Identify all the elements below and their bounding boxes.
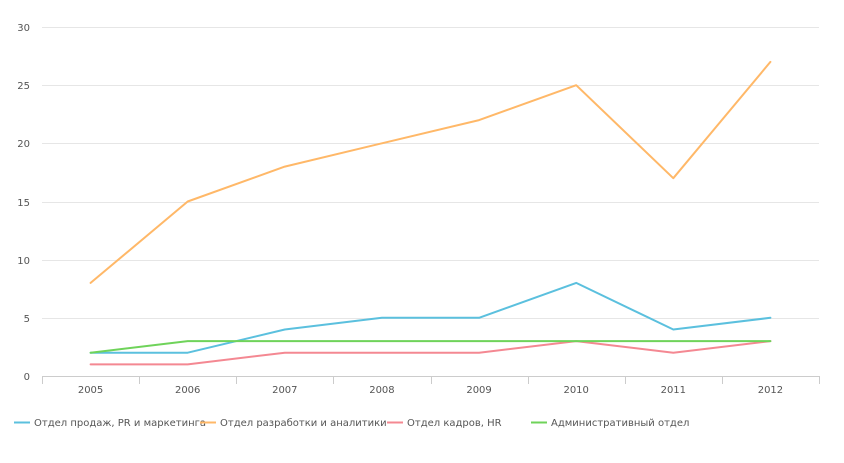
series-line (89, 281, 772, 354)
series-line (89, 60, 772, 284)
grid-lines (42, 27, 819, 319)
y-tick-label: 30 (17, 23, 30, 34)
x-tick-label: 2012 (758, 385, 783, 396)
x-tick-label: 2006 (175, 385, 200, 396)
x-tick-label: 2010 (563, 385, 588, 396)
y-tick-label: 15 (17, 198, 30, 209)
legend-label: Отдел кадров, HR (407, 418, 502, 429)
legend-label: Отдел продаж, PR и маркетинга (34, 418, 206, 429)
x-tick-label: 2005 (78, 385, 103, 396)
y-tick-label: 25 (17, 81, 30, 92)
x-tick-label: 2009 (466, 385, 491, 396)
legend: Отдел продаж, PR и маркетинга Отдел разра… (14, 418, 689, 429)
series-line (89, 340, 772, 366)
legend-label: Административный отдел (551, 418, 689, 429)
legend-item[interactable]: Административный отдел (531, 418, 689, 429)
legend-label: Отдел разработки и аналитики (220, 418, 387, 429)
series-lines (89, 60, 772, 366)
y-tick-label: 10 (17, 256, 30, 267)
y-tick-label: 0 (24, 372, 30, 383)
y-tick-label: 5 (24, 314, 30, 325)
y-tick-label: 20 (17, 139, 30, 150)
x-tick-label: 2008 (369, 385, 394, 396)
x-tick-label: 2007 (272, 385, 297, 396)
legend-item[interactable]: Отдел продаж, PR и маркетинга (14, 418, 206, 429)
legend-item[interactable]: Отдел разработки и аналитики (200, 418, 387, 429)
series-line (89, 340, 772, 354)
axes: 0 5 10 15 20 25 30 2005 2006 2007 2008 2009 2010 2011… (17, 23, 820, 396)
legend-item[interactable]: Отдел кадров, HR (387, 418, 502, 429)
x-tick-label: 2011 (661, 385, 686, 396)
